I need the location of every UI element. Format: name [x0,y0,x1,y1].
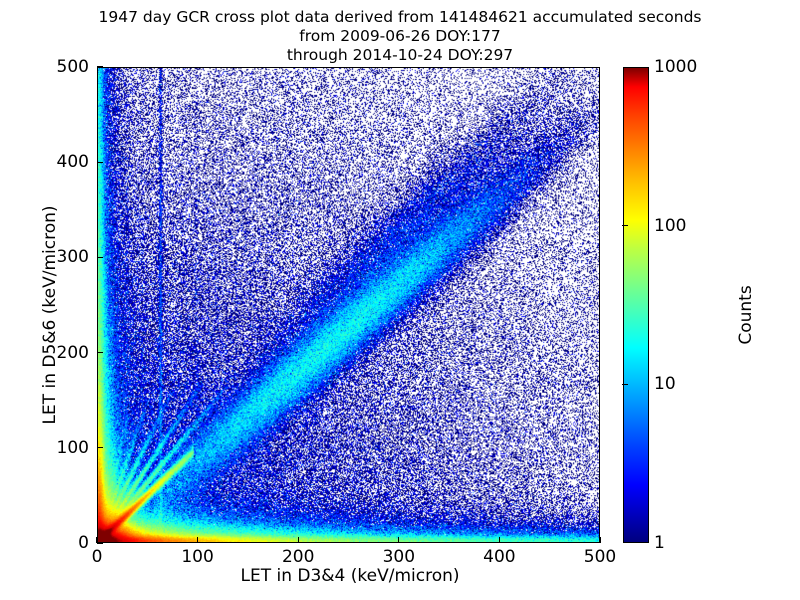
y-tick-label-0: 0 [78,533,89,553]
x-tick-label-500: 500 [583,547,617,567]
y-tick-100 [97,447,103,449]
y-tick-500 [97,66,103,68]
colorbar-label: Counts [736,285,756,345]
scatter-density-canvas [98,68,599,542]
colorbar-tick-label-1: 1 [654,533,665,553]
x-tick-100 [196,537,199,543]
y-tick-400 [97,161,103,163]
x-tick-label-200: 200 [281,547,315,567]
x-tick-200 [297,537,299,543]
colorbar-tick-label-10: 10 [654,374,676,395]
x-tick-label-0: 0 [91,547,103,567]
colorbar-tick-10 [622,383,628,385]
y-tick-200 [97,351,103,354]
x-tick-400 [498,537,501,543]
plot-title-line-2: from 2009-06-26 DOY:177 [299,27,501,45]
y-axis-label: LET in D5&6 (keV/micron) [40,205,60,425]
y-tick-0 [97,542,103,544]
y-tick-label-100: 100 [56,437,89,458]
y-tick-300 [97,256,103,259]
plot-title: 1947 day GCR cross plot data derived fro… [0,8,800,65]
y-tick-label-500: 500 [56,57,89,77]
x-tick-300 [398,537,400,543]
y-tick-label-300: 300 [56,247,89,268]
y-tick-label-400: 400 [56,152,89,173]
x-axis-label: LET in D3&4 (keV/micron) [240,566,460,586]
colorbar-tick-label-100: 100 [654,215,687,236]
x-tick-label-300: 300 [382,547,416,567]
x-tick-500 [599,537,601,543]
colorbar-tick-100 [622,225,628,227]
plot-axes [97,67,600,543]
colorbar: 1 10 100 1000 [622,57,697,553]
colorbar-gradient [623,67,649,543]
x-tick-label-400: 400 [483,547,516,567]
colorbar-tick-label-1000: 1000 [654,57,698,77]
x-tick-label-100: 100 [181,547,214,567]
y-tick-label-200: 200 [56,342,89,363]
plot-title-line-3: through 2014-10-24 DOY:297 [286,46,514,64]
plot-title-line-1: 1947 day GCR cross plot data derived fro… [98,8,702,26]
x-tick-0 [96,537,98,543]
